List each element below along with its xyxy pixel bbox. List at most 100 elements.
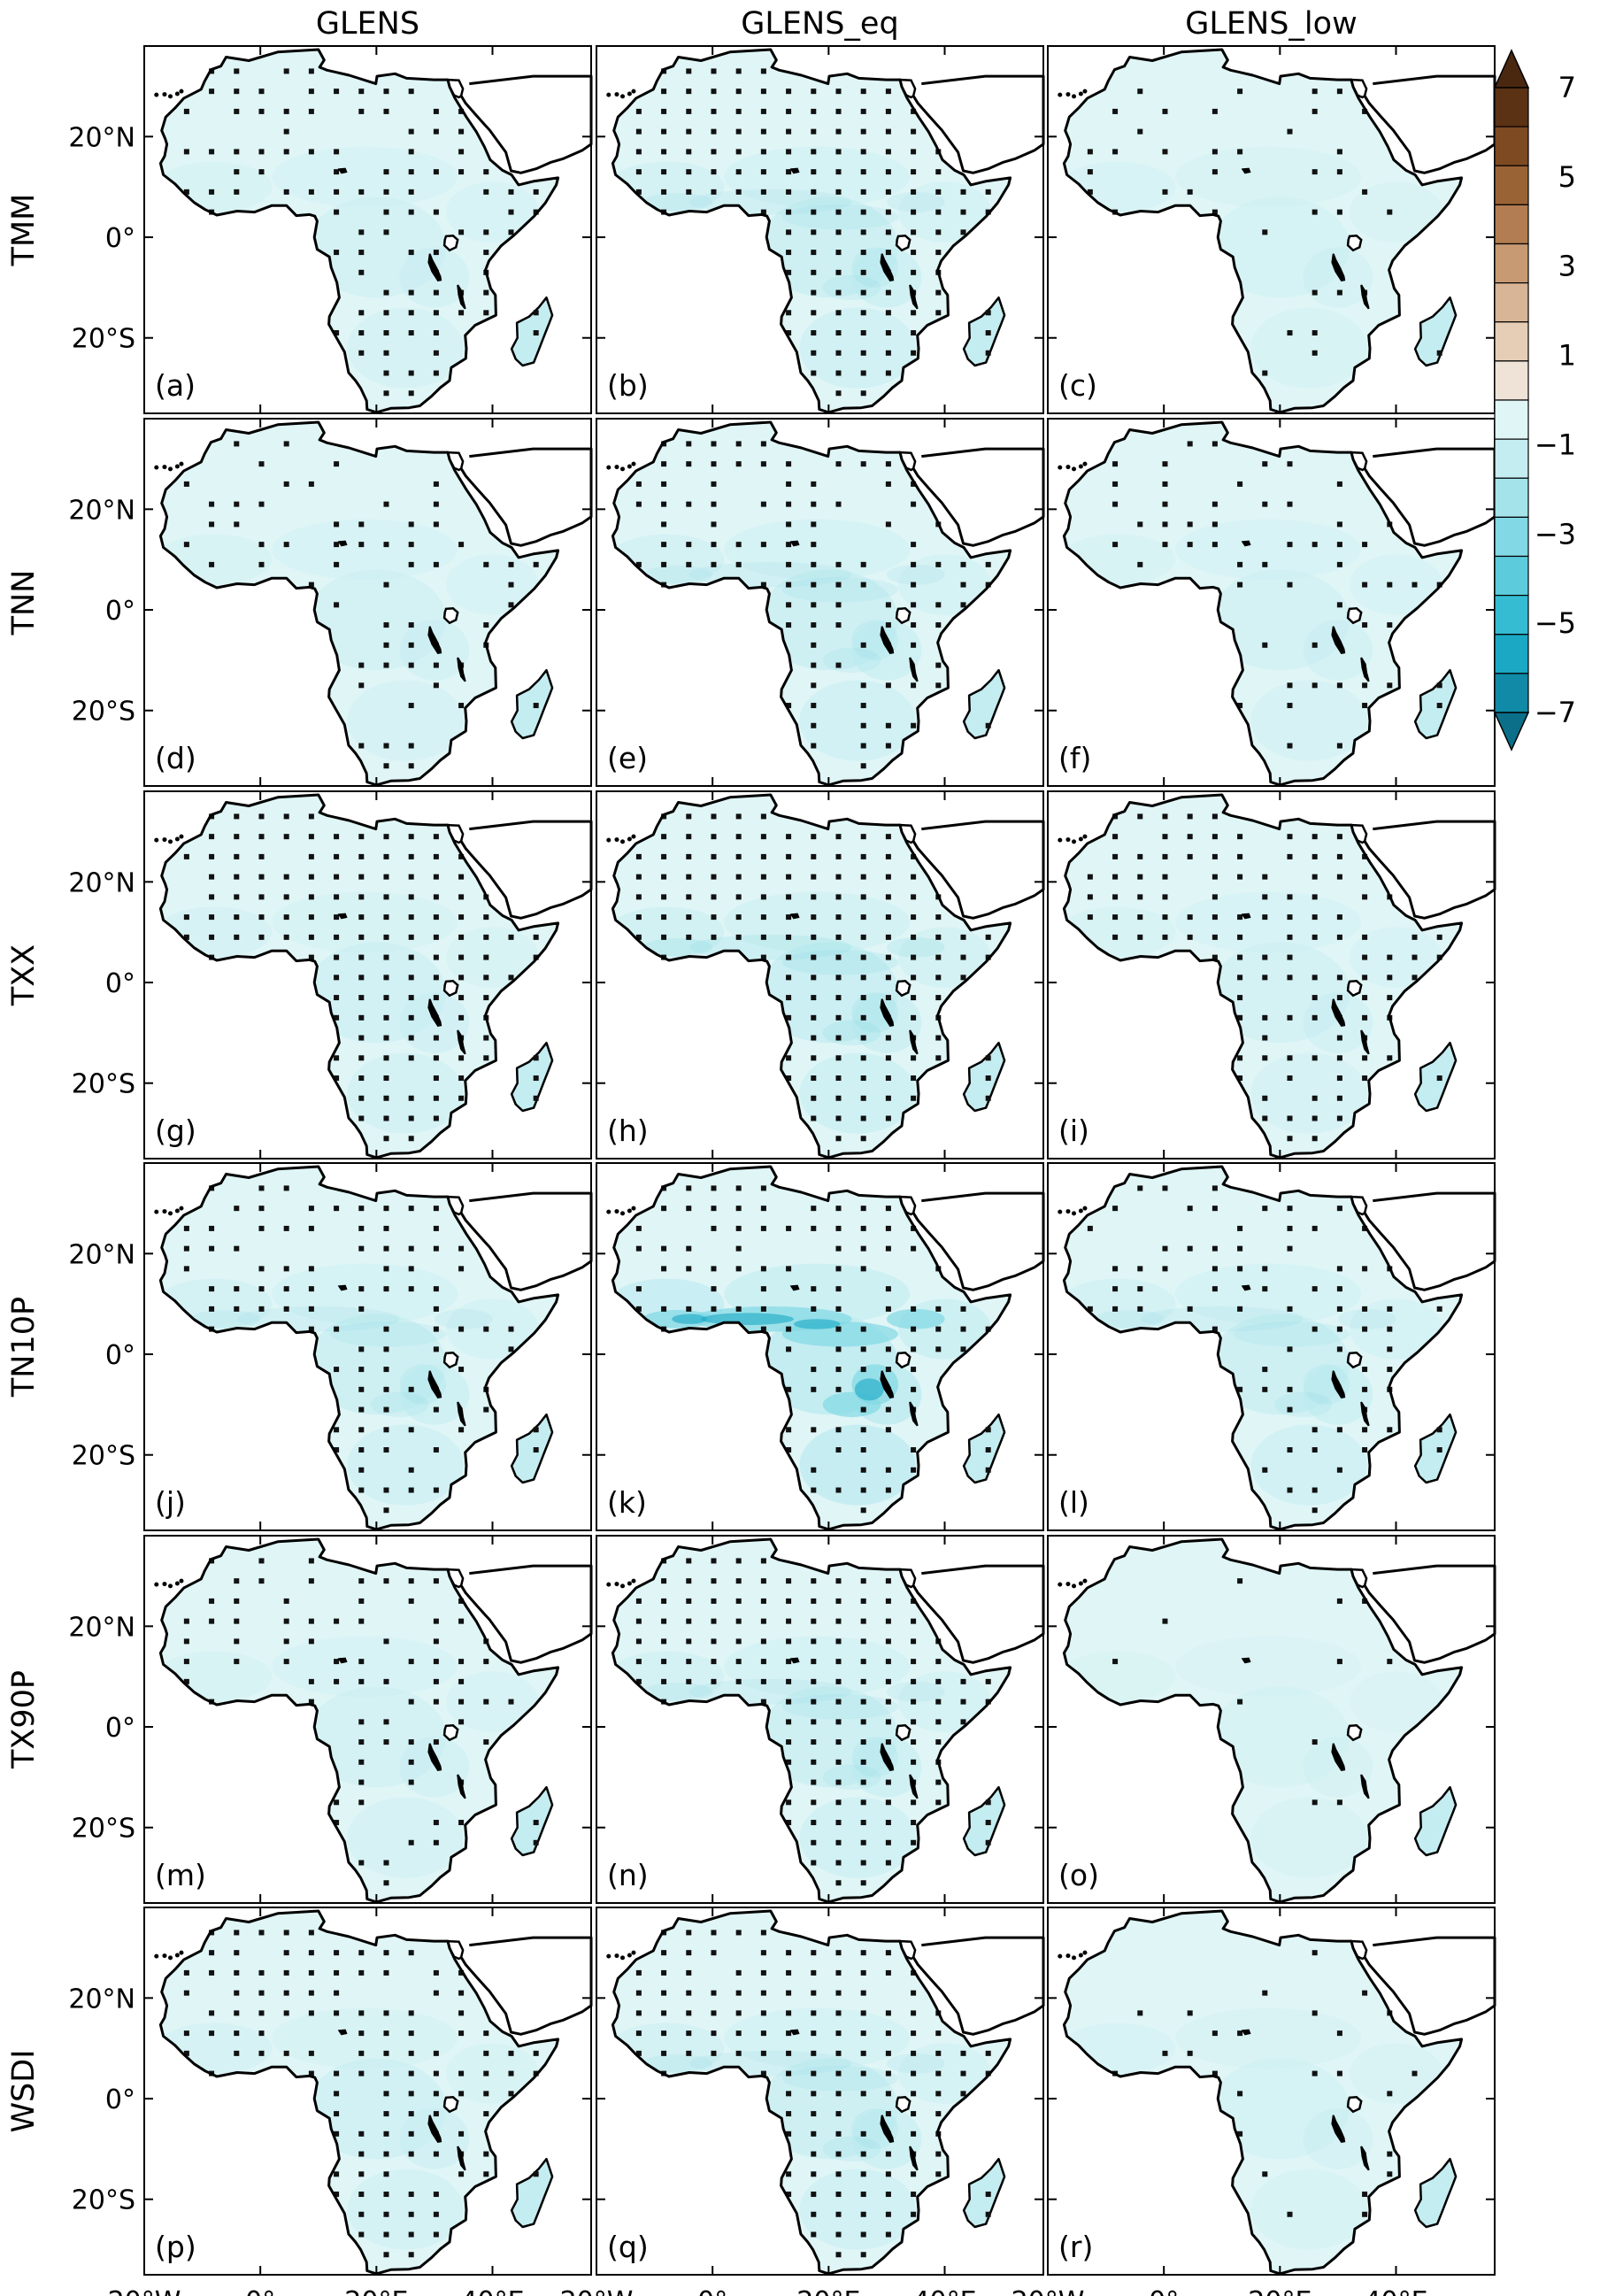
significance-dot — [283, 1185, 289, 1191]
significance-dot — [760, 1286, 766, 1292]
significance-dot — [1087, 189, 1093, 195]
significance-dot — [1312, 995, 1318, 1001]
significance-dot — [1387, 1659, 1393, 1665]
significance-dot — [334, 954, 340, 960]
significance-dot — [1162, 501, 1168, 507]
significance-dot — [911, 209, 917, 215]
significance-dot — [308, 954, 314, 960]
significance-dot — [911, 1367, 917, 1373]
significance-dot — [358, 2192, 365, 2198]
significance-dot — [433, 330, 439, 336]
significance-dot — [985, 1075, 991, 1082]
significance-dot — [686, 1245, 692, 1252]
significance-dot — [383, 1406, 389, 1413]
significance-dot — [408, 561, 414, 567]
significance-dot — [811, 975, 817, 981]
map-panel: (d)20°N0°20°S — [68, 418, 593, 787]
significance-dot — [183, 2050, 189, 2056]
significance-dot — [760, 2030, 766, 2037]
significance-dot — [860, 995, 866, 1001]
significance-dot — [383, 1115, 389, 1121]
significance-dot — [383, 1346, 389, 1352]
significance-dot — [860, 1487, 866, 1493]
shading-blob — [822, 647, 881, 674]
significance-dot — [735, 1678, 742, 1684]
significance-dot — [661, 501, 667, 507]
significance-dot — [234, 189, 240, 195]
significance-dot — [1212, 894, 1218, 900]
significance-dot — [835, 894, 842, 900]
shading-blob — [851, 992, 899, 1033]
lake-victoria — [442, 2096, 459, 2114]
significance-dot — [1336, 1659, 1342, 1665]
lon-tick-label: 40°E — [912, 2286, 976, 2296]
significance-dot — [183, 1618, 189, 1624]
significance-dot — [1162, 1185, 1168, 1191]
significance-dot — [911, 894, 917, 900]
significance-dot — [1312, 642, 1318, 648]
significance-dot — [860, 763, 866, 769]
significance-dot — [811, 1075, 817, 1082]
significance-dot — [911, 269, 917, 275]
significance-dot — [1336, 561, 1342, 567]
significance-dot — [508, 2091, 514, 2097]
significance-dot — [885, 2050, 891, 2056]
lake-tanganyika — [880, 2115, 895, 2144]
significance-dot — [911, 722, 917, 728]
map-panel: (i) — [1047, 790, 1496, 1160]
lake-malawi — [909, 284, 919, 310]
island — [168, 1211, 173, 1216]
significance-dot — [911, 1386, 917, 1392]
significance-dot — [358, 2151, 365, 2157]
significance-dot — [334, 602, 340, 608]
significance-dot — [885, 1286, 891, 1292]
significance-dot — [786, 1699, 792, 1705]
significance-dot — [885, 1245, 891, 1252]
significance-dot — [811, 481, 817, 487]
significance-dot — [911, 2070, 917, 2076]
significance-dot — [860, 128, 866, 135]
significance-dot — [811, 874, 817, 880]
significance-dot — [835, 1638, 842, 1645]
significance-dot — [408, 2050, 414, 2056]
significance-dot — [358, 2050, 365, 2056]
significance-dot — [835, 622, 842, 628]
shading-blob — [347, 2169, 464, 2250]
significance-dot — [1387, 1367, 1393, 1373]
significance-dot — [483, 995, 489, 1001]
lake-malawi — [1360, 1774, 1370, 1799]
significance-dot — [533, 934, 539, 940]
significance-dot — [1287, 894, 1293, 900]
significance-dot — [760, 2050, 766, 2056]
significance-dot — [811, 2030, 817, 2037]
significance-dot — [308, 1578, 314, 1584]
island — [162, 1209, 167, 1214]
significance-dot — [711, 2050, 717, 2056]
significance-dot — [1237, 2091, 1243, 2097]
significance-dot — [760, 853, 766, 859]
significance-dot — [283, 874, 289, 880]
significance-dot — [835, 2091, 842, 2097]
significance-dot — [1336, 1326, 1342, 1332]
significance-dot — [811, 1035, 817, 1041]
significance-dot — [383, 189, 389, 195]
significance-dot — [383, 1487, 389, 1493]
colorbar-tick-label: 1 — [1558, 339, 1576, 373]
significance-dot — [533, 1055, 539, 1061]
significance-dot — [183, 853, 189, 859]
significance-dot — [935, 954, 942, 960]
significance-dot — [383, 954, 389, 960]
significance-dot — [811, 1799, 817, 1806]
significance-dot — [860, 2010, 866, 2016]
significance-dot — [358, 975, 365, 981]
significance-dot — [358, 1467, 365, 1473]
significance-dot — [860, 975, 866, 981]
significance-dot — [935, 561, 942, 567]
significance-dot — [408, 330, 414, 336]
sinai-coastline — [446, 1939, 465, 1961]
significance-dot — [283, 1659, 289, 1665]
significance-dot — [408, 310, 414, 316]
panel-frame — [1047, 1907, 1496, 2276]
colorbar-tick-label: −5 — [1535, 606, 1576, 640]
significance-dot — [209, 894, 215, 900]
